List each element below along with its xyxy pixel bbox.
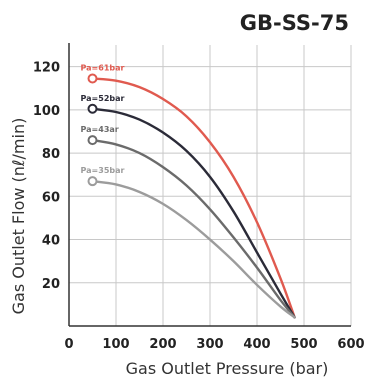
y-tick-label: 80 (42, 147, 60, 162)
x-tick-label: 200 (149, 337, 176, 352)
y-tick-label: 60 (42, 190, 60, 205)
x-tick-label: 600 (337, 337, 364, 352)
x-axis-title: Gas Outlet Pressure (bar) (126, 359, 329, 378)
series-start-marker-4 (87, 176, 98, 187)
series-line-1 (91, 77, 296, 319)
series-label-4: Pa=35bar (81, 166, 125, 175)
x-tick-label: 100 (102, 337, 129, 352)
series-line-4 (91, 179, 296, 319)
series-label-3: Pa=43ar (81, 125, 119, 134)
series-line-2 (91, 107, 296, 319)
series-layer (87, 73, 296, 319)
series-start-marker-3 (87, 135, 98, 146)
y-tick-label: 120 (33, 61, 60, 76)
x-tick-label: 400 (243, 337, 270, 352)
series-start-marker-2 (87, 103, 98, 114)
y-tick-label: 40 (42, 234, 60, 249)
series-start-marker-1 (87, 73, 98, 84)
x-tick-label: 500 (290, 337, 317, 352)
series-label-2: Pa=52bar (81, 94, 125, 103)
grid (69, 45, 352, 326)
x-tick-label: 300 (196, 337, 223, 352)
y-tick-label: 20 (42, 277, 60, 292)
series-label-1: Pa=61bar (81, 64, 125, 73)
series-line-3 (91, 138, 296, 319)
y-tick-label: 100 (33, 104, 60, 119)
chart-title: GB-SS-75 (240, 11, 349, 35)
labels-layer: 0 100 200 300 400 500 600 20 40 60 80 100 120 Pa=61ba… (33, 61, 365, 352)
axes (68, 43, 351, 327)
x-tick-label: 0 (64, 337, 73, 352)
y-axis-title: Gas Outlet Flow (nℓ/min) (9, 118, 28, 315)
